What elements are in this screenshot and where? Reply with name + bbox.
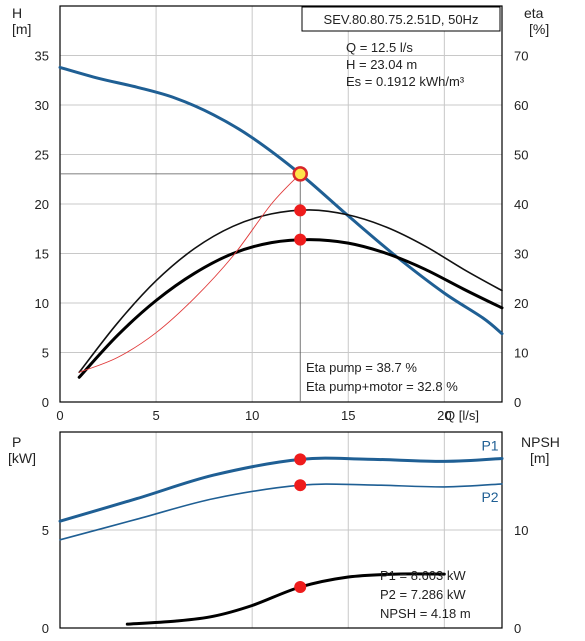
eta-total-marker xyxy=(294,233,307,246)
top-x-tick-label: 0 xyxy=(56,408,63,423)
bottom-left-tick-label: 5 xyxy=(42,523,49,538)
eta-pump-marker xyxy=(294,204,307,217)
top-x-tick-label: 10 xyxy=(245,408,259,423)
top-left-tick-label: 30 xyxy=(35,98,49,113)
top-right-tick-label: 20 xyxy=(514,296,528,311)
npsh-marker xyxy=(294,581,307,594)
efficiency-info-text: Eta pump = 38.7 % xyxy=(306,360,417,375)
bottom-chart: 0 5 0 10 P1 P2 P1 = 8.603 kW P2 = 7.286 kW NPSH … xyxy=(42,431,528,636)
top-info-text: Es = 0.1912 kWh/m³ xyxy=(346,74,465,89)
top-series-line xyxy=(78,209,503,374)
top-chart: SEV.80.80.75.2.51D, 50Hz 0 5 10 15 20 25 30 35 0 1… xyxy=(35,5,528,423)
bottom-left-tick-label: 0 xyxy=(42,621,49,636)
top-left-tick-label: 0 xyxy=(42,395,49,410)
top-right-tick-label: 30 xyxy=(514,247,528,262)
top-chart-title: SEV.80.80.75.2.51D, 50Hz xyxy=(324,12,479,27)
top-left-tick-label: 25 xyxy=(35,148,49,163)
top-series-line xyxy=(77,238,504,379)
top-left-axis-title: H xyxy=(12,5,22,21)
top-right-tick-label: 70 xyxy=(514,49,528,64)
top-x-axis-label: Q [l/s] xyxy=(445,408,479,423)
bottom-series-label: P2 xyxy=(481,489,498,505)
top-left-tick-label: 10 xyxy=(35,296,49,311)
top-right-tick-label: 40 xyxy=(514,197,528,212)
p2-marker xyxy=(294,479,307,492)
bottom-right-axis-title: NPSH xyxy=(521,434,560,450)
top-series-line xyxy=(58,65,504,336)
top-left-tick-label: 20 xyxy=(35,197,49,212)
bottom-series-label: P1 xyxy=(481,437,498,453)
bottom-right-tick-label: 10 xyxy=(514,523,528,538)
top-right-tick-label: 10 xyxy=(514,346,528,361)
bottom-right-tick-label: 0 xyxy=(514,621,521,636)
top-plot-frame xyxy=(59,5,503,403)
top-info-text: Q = 12.5 l/s xyxy=(346,40,413,55)
top-left-tick-label: 5 xyxy=(42,346,49,361)
top-title-box xyxy=(301,6,501,32)
bottom-right-axis-unit: [m] xyxy=(530,450,549,466)
top-right-axis-title: eta xyxy=(524,5,544,21)
top-left-tick-label: 35 xyxy=(35,49,49,64)
top-right-axis-unit: [%] xyxy=(529,21,549,37)
p1-marker xyxy=(294,453,307,466)
bottom-series-line xyxy=(59,483,503,541)
duty-point-marker xyxy=(292,166,308,182)
efficiency-info-text: Eta pump+motor = 32.8 % xyxy=(306,379,458,394)
top-right-tick-label: 0 xyxy=(514,395,521,410)
top-info-text: H = 23.04 m xyxy=(346,57,417,72)
bottom-info-text: P2 = 7.286 kW xyxy=(380,587,466,602)
top-right-tick-label: 50 xyxy=(514,148,528,163)
top-left-axis-unit: [m] xyxy=(12,21,31,37)
bottom-plot-frame xyxy=(59,431,503,629)
top-series-line xyxy=(78,173,301,373)
bottom-info-text: NPSH = 4.18 m xyxy=(380,606,471,621)
top-x-tick-label: 20 xyxy=(437,408,451,423)
top-x-tick-label: 5 xyxy=(152,408,159,423)
bottom-info-text: P1 = 8.603 kW xyxy=(380,568,466,583)
bottom-left-axis-title: P xyxy=(12,434,21,450)
bottom-left-axis-unit: [kW] xyxy=(8,450,36,466)
top-right-tick-label: 60 xyxy=(514,98,528,113)
top-x-tick-label: 15 xyxy=(341,408,355,423)
bottom-series-line xyxy=(125,572,446,626)
top-left-tick-label: 15 xyxy=(35,247,49,262)
bottom-series-line xyxy=(58,456,504,523)
